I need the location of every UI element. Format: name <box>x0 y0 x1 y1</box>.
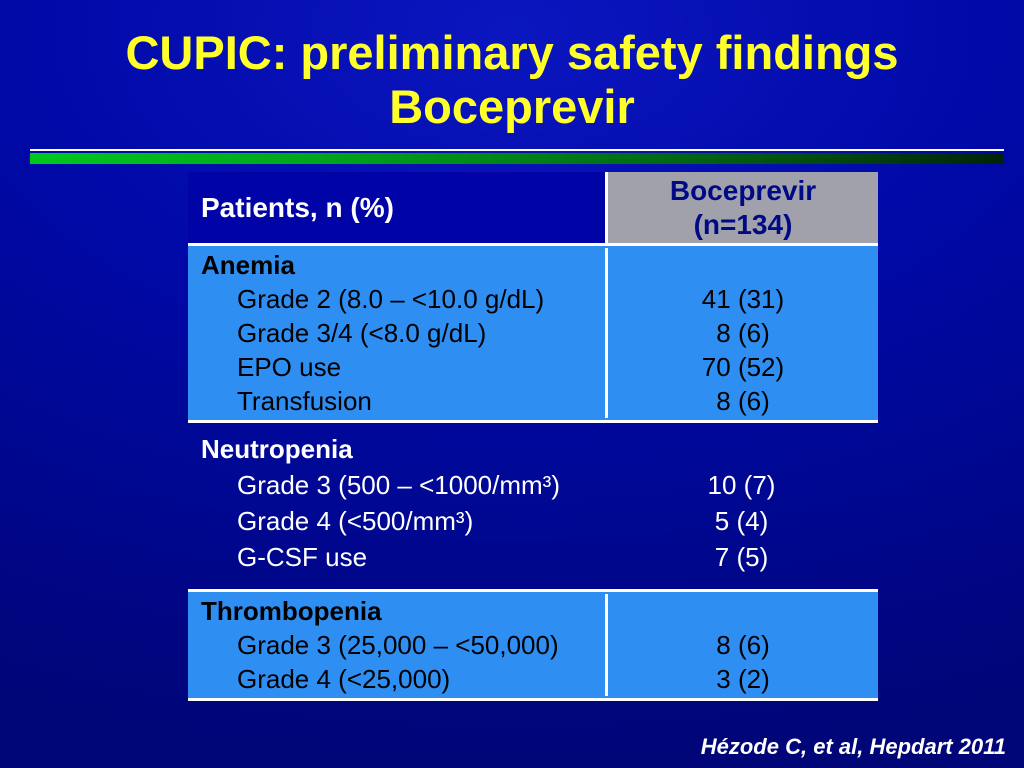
row-value: 10 (7) <box>707 469 776 500</box>
row-label: Grade 3/4 (<8.0 g/dL) <box>237 317 487 348</box>
table-row: Neutropenia <box>188 431 878 467</box>
row-label: Grade 4 (<500/mm³) <box>237 505 474 536</box>
section-title: Thrombopenia <box>201 595 382 626</box>
green-accent-bar <box>30 153 1004 164</box>
row-label: Grade 3 (25,000 – <50,000) <box>237 629 559 660</box>
safety-findings-table: Patients, n (%) Boceprevir (n=134) Anemi… <box>188 172 878 701</box>
row-value: 7 (5) <box>714 541 769 572</box>
table-row: Transfusion 8 (6) <box>188 384 878 418</box>
header-drug-n: (n=134) <box>693 208 793 240</box>
row-label: Transfusion <box>237 385 372 416</box>
slide-title: CUPIC: preliminary safety findings Bocep… <box>0 26 1024 134</box>
section-neutropenia: Neutropenia Grade 3 (500 – <1000/mm³) 10… <box>188 427 878 579</box>
table-row: Anemia <box>188 248 878 282</box>
row-value: 8 (6) <box>605 384 878 418</box>
header-drug-name: Boceprevir <box>669 174 817 206</box>
table-header-row: Patients, n (%) Boceprevir (n=134) <box>188 172 878 246</box>
section-thrombopenia: Thrombopenia Grade 3 (25,000 – <50,000) … <box>188 589 878 701</box>
table-row: G-CSF use 7 (5) <box>188 539 878 575</box>
section-anemia: Anemia Grade 2 (8.0 – <10.0 g/dL) 41 (31… <box>188 246 878 423</box>
row-value: 8 (6) <box>605 316 878 350</box>
table-row: Grade 3/4 (<8.0 g/dL) 8 (6) <box>188 316 878 350</box>
section-title: Anemia <box>201 249 295 280</box>
section-title: Neutropenia <box>201 433 353 464</box>
section-title-value <box>605 248 878 282</box>
title-line-2: Boceprevir <box>389 80 635 134</box>
header-patients-cell: Patients, n (%) <box>188 172 605 243</box>
row-value: 5 (4) <box>714 505 769 536</box>
table-row: Grade 2 (8.0 – <10.0 g/dL) 41 (31) <box>188 282 878 316</box>
table-row: Grade 3 (500 – <1000/mm³) 10 (7) <box>188 467 878 503</box>
row-value: 3 (2) <box>605 662 878 696</box>
table-row: EPO use 70 (52) <box>188 350 878 384</box>
row-label: Grade 2 (8.0 – <10.0 g/dL) <box>237 283 545 314</box>
row-label: G-CSF use <box>237 541 368 572</box>
row-value: 41 (31) <box>605 282 878 316</box>
citation: Hézode C, et al, Hepdart 2011 <box>700 734 1006 759</box>
row-label: Grade 3 (500 – <1000/mm³) <box>237 469 560 500</box>
row-label: Grade 4 (<25,000) <box>237 663 451 694</box>
row-value: 8 (6) <box>605 628 878 662</box>
title-line-1: CUPIC: preliminary safety findings <box>125 26 899 79</box>
table-row: Thrombopenia <box>188 594 878 628</box>
table-row: Grade 3 (25,000 – <50,000) 8 (6) <box>188 628 878 662</box>
divider-line <box>30 149 1004 151</box>
row-value: 70 (52) <box>605 350 878 384</box>
table-row: Grade 4 (<25,000) 3 (2) <box>188 662 878 696</box>
row-label: EPO use <box>237 351 342 382</box>
header-drug-cell: Boceprevir (n=134) <box>605 172 878 243</box>
section-title-value <box>605 594 878 628</box>
table-row: Grade 4 (<500/mm³) 5 (4) <box>188 503 878 539</box>
